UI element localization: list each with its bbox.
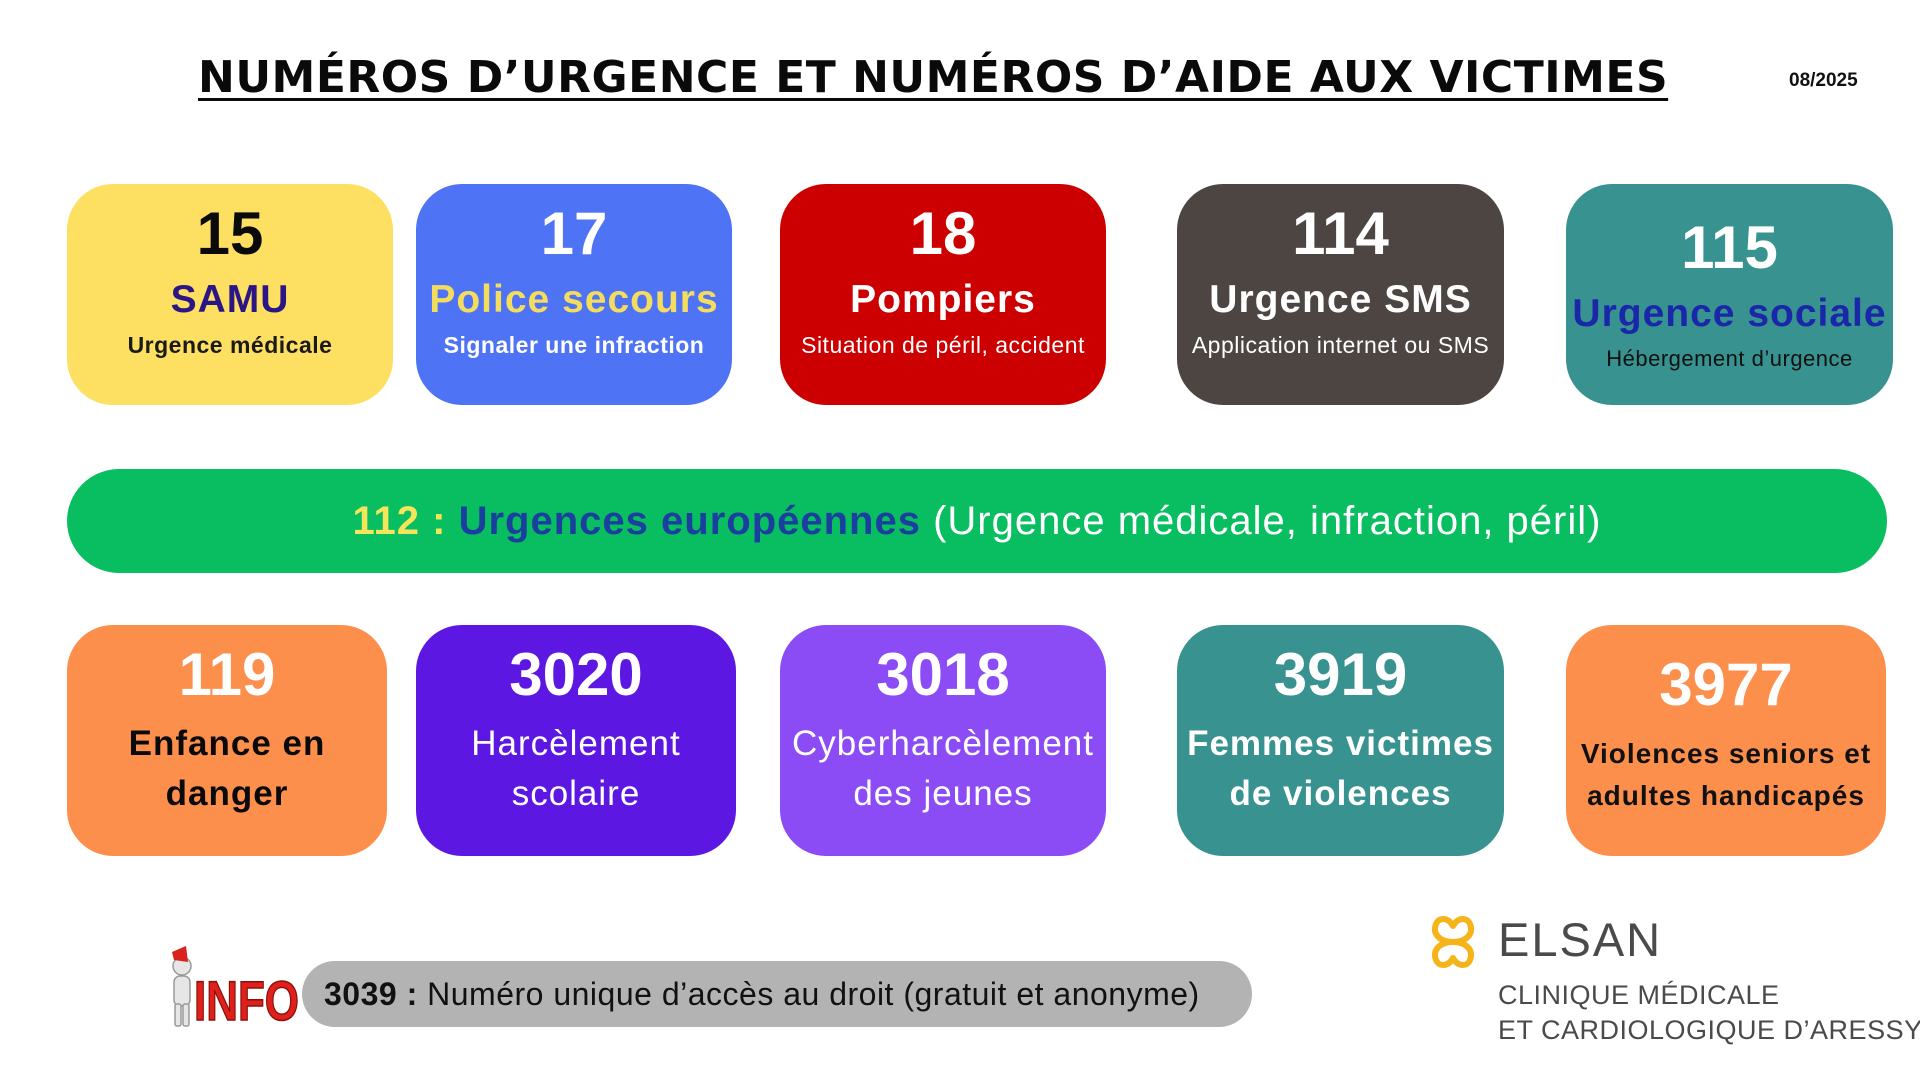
- banner-separator: :: [420, 499, 459, 543]
- card-number: 18: [909, 200, 977, 267]
- info-separator: :: [397, 976, 428, 1012]
- logo-brand: ELSAN: [1498, 913, 1663, 966]
- card-label-line1: Femmes victimes: [1187, 724, 1494, 763]
- banner-description: (Urgence médicale, infraction, péril): [920, 499, 1602, 543]
- banner-number: 112: [352, 499, 421, 543]
- card-pompiers: 18 Pompiers Situation de péril, accident: [780, 184, 1106, 405]
- card-number: 3919: [1273, 641, 1408, 708]
- card-label-line2: scolaire: [511, 774, 641, 813]
- card-label-line1: Cyberharcèlement: [792, 724, 1094, 763]
- card-number: 3977: [1659, 651, 1793, 718]
- info-number: 3039: [324, 976, 398, 1012]
- card-number: 15: [196, 200, 264, 267]
- card-number: 17: [540, 200, 608, 267]
- card-violences-seniors: 3977 Violences seniors et adultes handic…: [1566, 625, 1886, 856]
- card-harcelement-scolaire: 3020 Harcèlement scolaire: [416, 625, 736, 856]
- card-label-line2: des jeunes: [853, 774, 1033, 813]
- logo-line2: ET CARDIOLOGIQUE D’ARESSY: [1498, 1015, 1920, 1045]
- info-access-droit-bar: 3039 : Numéro unique d’accès au droit (g…: [302, 961, 1252, 1027]
- info-icon-text: INFO: [194, 969, 299, 1032]
- page-title: NUMÉROS D’URGENCE ET NUMÉROS D’AIDE AUX …: [198, 52, 1669, 103]
- card-label-line2: danger: [165, 774, 289, 813]
- card-number: 3018: [876, 641, 1010, 708]
- elsan-logo-icon: [1432, 916, 1474, 968]
- card-label-line2: adultes handicapés: [1587, 780, 1865, 811]
- card-number: 114: [1292, 200, 1389, 267]
- card-number: 115: [1681, 214, 1778, 281]
- card-femmes-victimes: 3919 Femmes victimes de violences: [1177, 625, 1504, 856]
- card-name: Police secours: [429, 278, 719, 321]
- card-name: Urgence SMS: [1209, 278, 1472, 321]
- card-name: Pompiers: [850, 278, 1036, 321]
- card-urgence-sociale: 115 Urgence sociale Hébergement d’urgenc…: [1566, 184, 1893, 405]
- card-name: Urgence sociale: [1572, 292, 1887, 335]
- european-number-banner: 112 : Urgences européennes (Urgence médi…: [67, 469, 1887, 573]
- card-description: Situation de péril, accident: [801, 332, 1085, 358]
- card-description: Hébergement d’urgence: [1606, 346, 1853, 371]
- card-police: 17 Police secours Signaler une infractio…: [416, 184, 732, 405]
- card-label-line1: Enfance en: [128, 724, 326, 763]
- info-megaphone-icon: INFO: [172, 946, 300, 1032]
- card-enfance-danger: 119 Enfance en danger: [67, 625, 387, 856]
- card-samu: 15 SAMU Urgence médicale: [67, 184, 393, 405]
- info-text: Numéro unique d’accès au droit (gratuit …: [427, 976, 1200, 1012]
- banner-name: Urgences européennes: [458, 499, 921, 543]
- date-label: 08/2025: [1789, 70, 1858, 91]
- card-label-line2: de violences: [1229, 774, 1452, 813]
- card-description: Urgence médicale: [127, 332, 333, 358]
- logo-line1: CLINIQUE MÉDICALE: [1498, 980, 1780, 1010]
- card-description: Signaler une infraction: [443, 332, 705, 358]
- card-description: Application internet ou SMS: [1191, 332, 1490, 358]
- card-cyberharcelement: 3018 Cyberharcèlement des jeunes: [780, 625, 1106, 856]
- card-label-line1: Violences seniors et: [1580, 738, 1872, 769]
- card-number: 3020: [509, 641, 643, 708]
- card-number: 119: [178, 641, 276, 708]
- card-label-line1: Harcèlement: [471, 724, 681, 763]
- card-name: SAMU: [170, 278, 290, 321]
- card-urgence-sms: 114 Urgence SMS Application internet ou …: [1177, 184, 1504, 405]
